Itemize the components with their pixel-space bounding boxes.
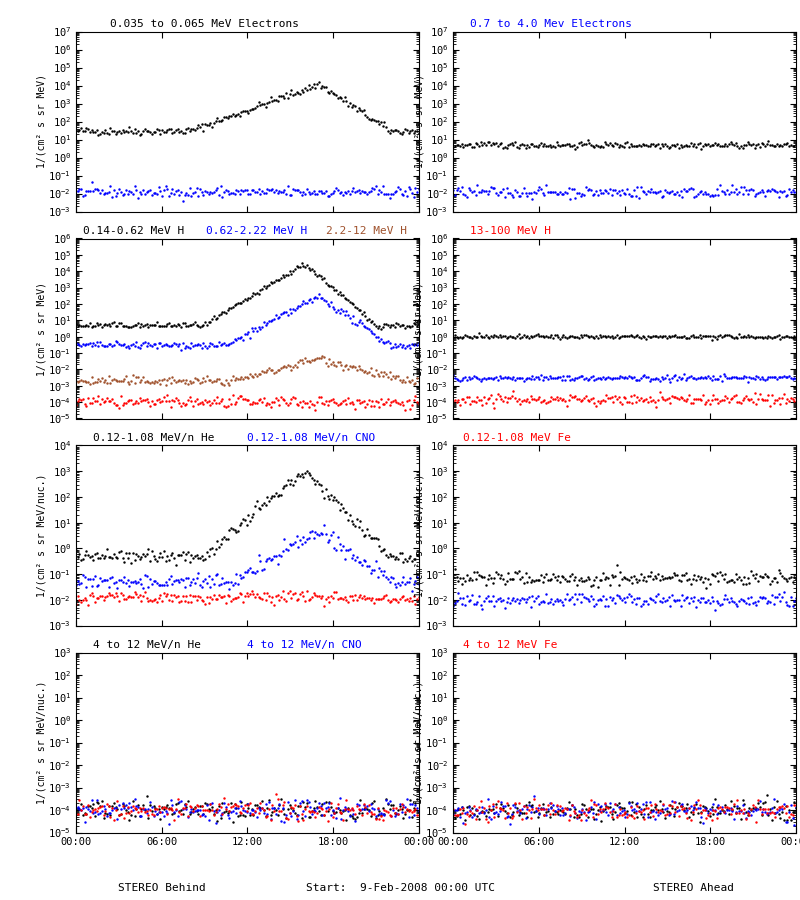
Text: Start:  9-Feb-2008 00:00 UTC: Start: 9-Feb-2008 00:00 UTC bbox=[306, 883, 494, 893]
Text: 4 to 12 MeV/n CNO: 4 to 12 MeV/n CNO bbox=[247, 640, 362, 650]
Y-axis label: 1/(cm² s sr MeV): 1/(cm² s sr MeV) bbox=[414, 75, 424, 168]
Text: 0.12-1.08 MeV/n CNO: 0.12-1.08 MeV/n CNO bbox=[247, 433, 376, 443]
Text: 0.12-1.08 MeV/n He: 0.12-1.08 MeV/n He bbox=[93, 433, 214, 443]
Text: 0.14-0.62 MeV H: 0.14-0.62 MeV H bbox=[83, 226, 184, 236]
Text: STEREO Ahead: STEREO Ahead bbox=[653, 883, 734, 893]
Y-axis label: 1/(cm² s sr MeV/nuc.): 1/(cm² s sr MeV/nuc.) bbox=[414, 680, 424, 805]
Y-axis label: 1/(cm² s sr MeV/nuc.): 1/(cm² s sr MeV/nuc.) bbox=[37, 473, 47, 598]
Text: 2.2-12 MeV H: 2.2-12 MeV H bbox=[326, 226, 407, 236]
Y-axis label: 1/(cm² s sr MeV/nuc.): 1/(cm² s sr MeV/nuc.) bbox=[37, 680, 46, 805]
Text: 0.62-2.22 MeV H: 0.62-2.22 MeV H bbox=[206, 226, 307, 236]
Text: 13-100 MeV H: 13-100 MeV H bbox=[470, 226, 551, 236]
Text: 4 to 12 MeV Fe: 4 to 12 MeV Fe bbox=[463, 640, 558, 650]
Text: 4 to 12 MeV/n He: 4 to 12 MeV/n He bbox=[93, 640, 201, 650]
Text: 0.12-1.08 MeV Fe: 0.12-1.08 MeV Fe bbox=[463, 433, 571, 443]
Y-axis label: 1/(cm² s sr MeV): 1/(cm² s sr MeV) bbox=[37, 282, 46, 375]
Y-axis label: 1/(cm² s sr MeV/nuc.): 1/(cm² s sr MeV/nuc.) bbox=[414, 473, 424, 598]
Y-axis label: 1/(cm² s sr MeV): 1/(cm² s sr MeV) bbox=[414, 282, 424, 375]
Y-axis label: 1/(cm² s sr MeV): 1/(cm² s sr MeV) bbox=[37, 75, 47, 168]
Text: STEREO Behind: STEREO Behind bbox=[118, 883, 206, 893]
Text: 0.035 to 0.065 MeV Electrons: 0.035 to 0.065 MeV Electrons bbox=[110, 19, 299, 29]
Text: 0.7 to 4.0 Mev Electrons: 0.7 to 4.0 Mev Electrons bbox=[470, 19, 632, 29]
